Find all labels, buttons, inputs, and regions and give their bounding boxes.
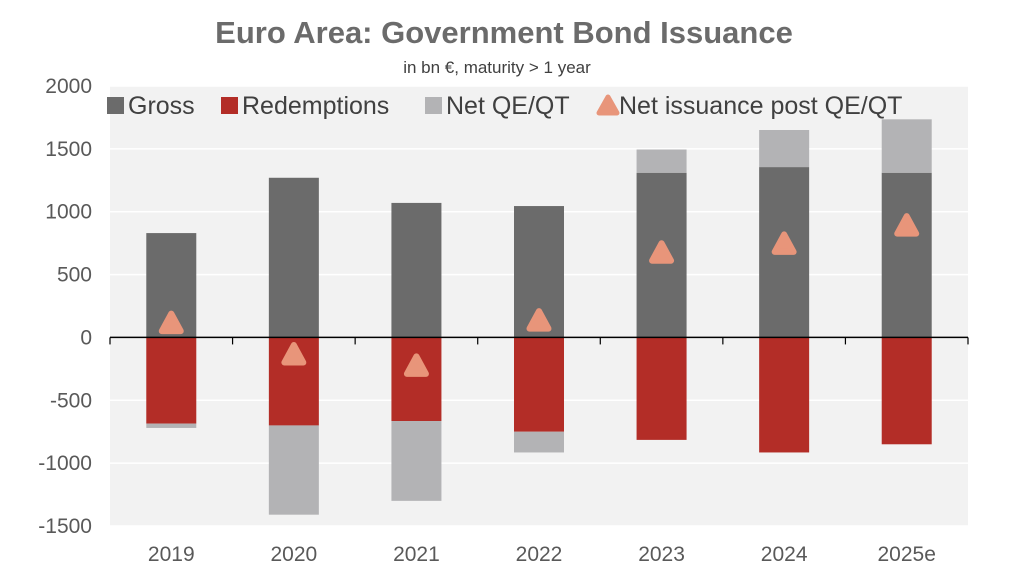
chart-subtitle: in bn €, maturity > 1 year bbox=[403, 58, 591, 77]
y-tick-label: -1000 bbox=[38, 452, 92, 475]
bar-redemptions bbox=[146, 337, 197, 424]
bar-redemptions bbox=[636, 337, 687, 440]
x-tick-label: 2023 bbox=[638, 543, 685, 566]
bar-redemptions bbox=[881, 337, 932, 445]
x-tick-label: 2024 bbox=[761, 543, 808, 566]
bar-net-qe-qt bbox=[636, 149, 687, 173]
x-tick-label: 2022 bbox=[516, 543, 563, 566]
legend-label: Gross bbox=[128, 92, 195, 120]
x-axis-tick-labels: 2019 2020 2021 2022 2023 2024 2025e bbox=[148, 543, 936, 566]
marker-net-issuance bbox=[158, 310, 184, 335]
legend-label: Redemptions bbox=[242, 92, 389, 120]
markers bbox=[158, 213, 920, 377]
bar-net-qe-qt bbox=[514, 431, 564, 453]
y-tick-label: 500 bbox=[57, 264, 92, 287]
marker-net-issuance bbox=[403, 353, 429, 377]
y-tick-label: 2000 bbox=[45, 75, 92, 98]
marker-net-issuance bbox=[649, 240, 675, 264]
legend-label: Net QE/QT bbox=[446, 92, 570, 120]
marker-net-issuance bbox=[281, 342, 307, 366]
bar-gross bbox=[268, 177, 319, 338]
bar-redemptions bbox=[759, 337, 810, 453]
bar-net-qe-qt bbox=[391, 421, 442, 501]
legend-label: Net issuance post QE/QT bbox=[619, 92, 902, 120]
bar-net-qe-qt bbox=[146, 423, 197, 428]
bar-redemptions bbox=[391, 337, 442, 422]
y-tick-label: -500 bbox=[50, 389, 92, 412]
y-axis-tick-labels: 2000 1500 1000 500 0 -500 -1000 -1500 bbox=[38, 75, 92, 538]
y-tick-label: 1500 bbox=[45, 138, 92, 161]
bar-net-qe-qt bbox=[759, 130, 810, 168]
x-axis-ticks bbox=[109, 337, 969, 345]
legend-swatch bbox=[596, 94, 620, 116]
x-tick-label: 2021 bbox=[393, 543, 440, 566]
chart-title: Euro Area: Government Bond Issuance bbox=[215, 15, 793, 50]
x-tick-label: 2025e bbox=[878, 543, 936, 566]
bar-net-qe-qt bbox=[881, 119, 932, 173]
legend-swatch bbox=[107, 97, 124, 114]
y-tick-label: 1000 bbox=[45, 201, 92, 224]
x-tick-label: 2020 bbox=[270, 543, 317, 566]
y-tick-label: -1500 bbox=[38, 515, 92, 538]
x-tick-label: 2019 bbox=[148, 543, 195, 566]
y-tick-label: 0 bbox=[80, 326, 92, 349]
bar-net-qe-qt bbox=[268, 425, 319, 515]
bar-gross bbox=[391, 202, 442, 338]
bars bbox=[146, 119, 932, 515]
bar-redemptions bbox=[514, 337, 564, 432]
legend: Gross Redemptions Net QE/QT Net issuance po… bbox=[107, 92, 902, 120]
legend-swatch bbox=[221, 97, 238, 114]
legend-swatch bbox=[425, 97, 442, 114]
marker-net-issuance bbox=[771, 231, 797, 255]
marker-net-issuance bbox=[526, 308, 552, 332]
bar-gross bbox=[881, 172, 932, 338]
marker-net-issuance bbox=[894, 213, 920, 237]
